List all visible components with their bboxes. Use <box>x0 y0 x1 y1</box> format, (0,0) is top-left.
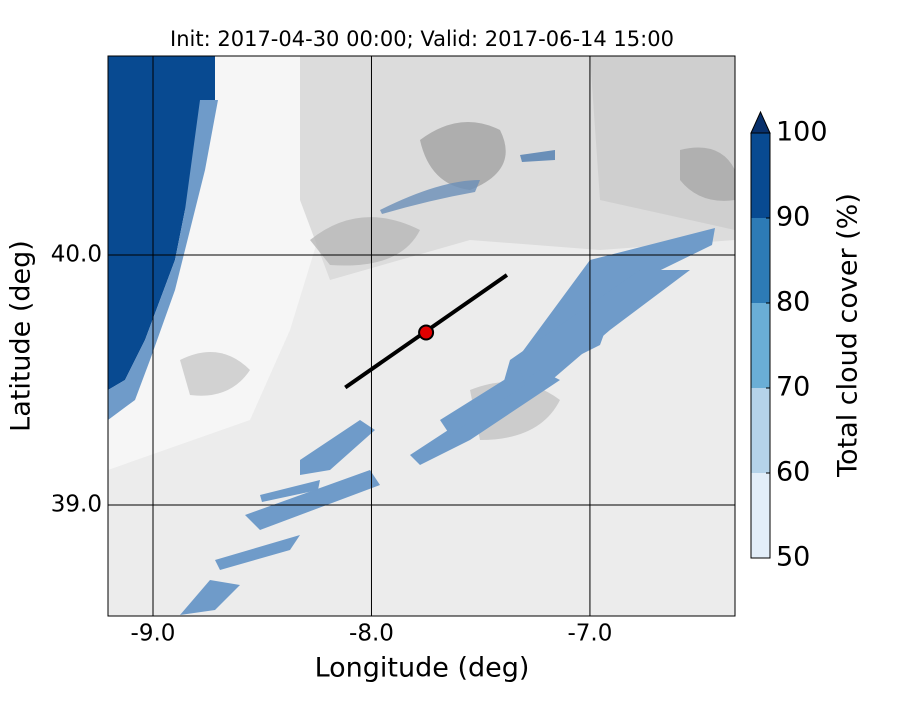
colorbar-label: Total cloud cover (%) <box>833 193 864 478</box>
x-axis-label: Longitude (deg) <box>315 653 530 684</box>
colorbar-tick-label: 70 <box>776 372 810 403</box>
colorbar-tick-label: 50 <box>776 542 810 573</box>
x-tick-label: -9.0 <box>131 621 176 647</box>
x-tick-label: -7.0 <box>567 621 612 647</box>
map-background <box>108 56 735 616</box>
colorbar-segment <box>751 303 770 388</box>
chart-title: Init: 2017-04-30 00:00; Valid: 2017-06-1… <box>170 27 674 51</box>
y-axis-label: Latitude (deg) <box>6 240 37 432</box>
colorbar-tick-label: 60 <box>776 457 810 488</box>
y-tick-label: 40.0 <box>51 242 102 268</box>
x-tick-label: -8.0 <box>349 621 394 647</box>
colorbar-segment <box>751 218 770 303</box>
y-tick-label: 39.0 <box>51 492 102 518</box>
location-point <box>418 324 435 341</box>
colorbar-tick-label: 90 <box>776 202 810 233</box>
colorbar-segment <box>751 388 770 473</box>
plot-frame <box>107 55 736 617</box>
colorbar-segment <box>751 473 770 558</box>
colorbar-extend <box>750 110 771 134</box>
colorbar-frame <box>750 132 771 559</box>
colorbar-segment <box>751 133 770 218</box>
colorbar-tick-label: 100 <box>776 117 828 148</box>
colorbar-tick-label: 80 <box>776 287 810 318</box>
